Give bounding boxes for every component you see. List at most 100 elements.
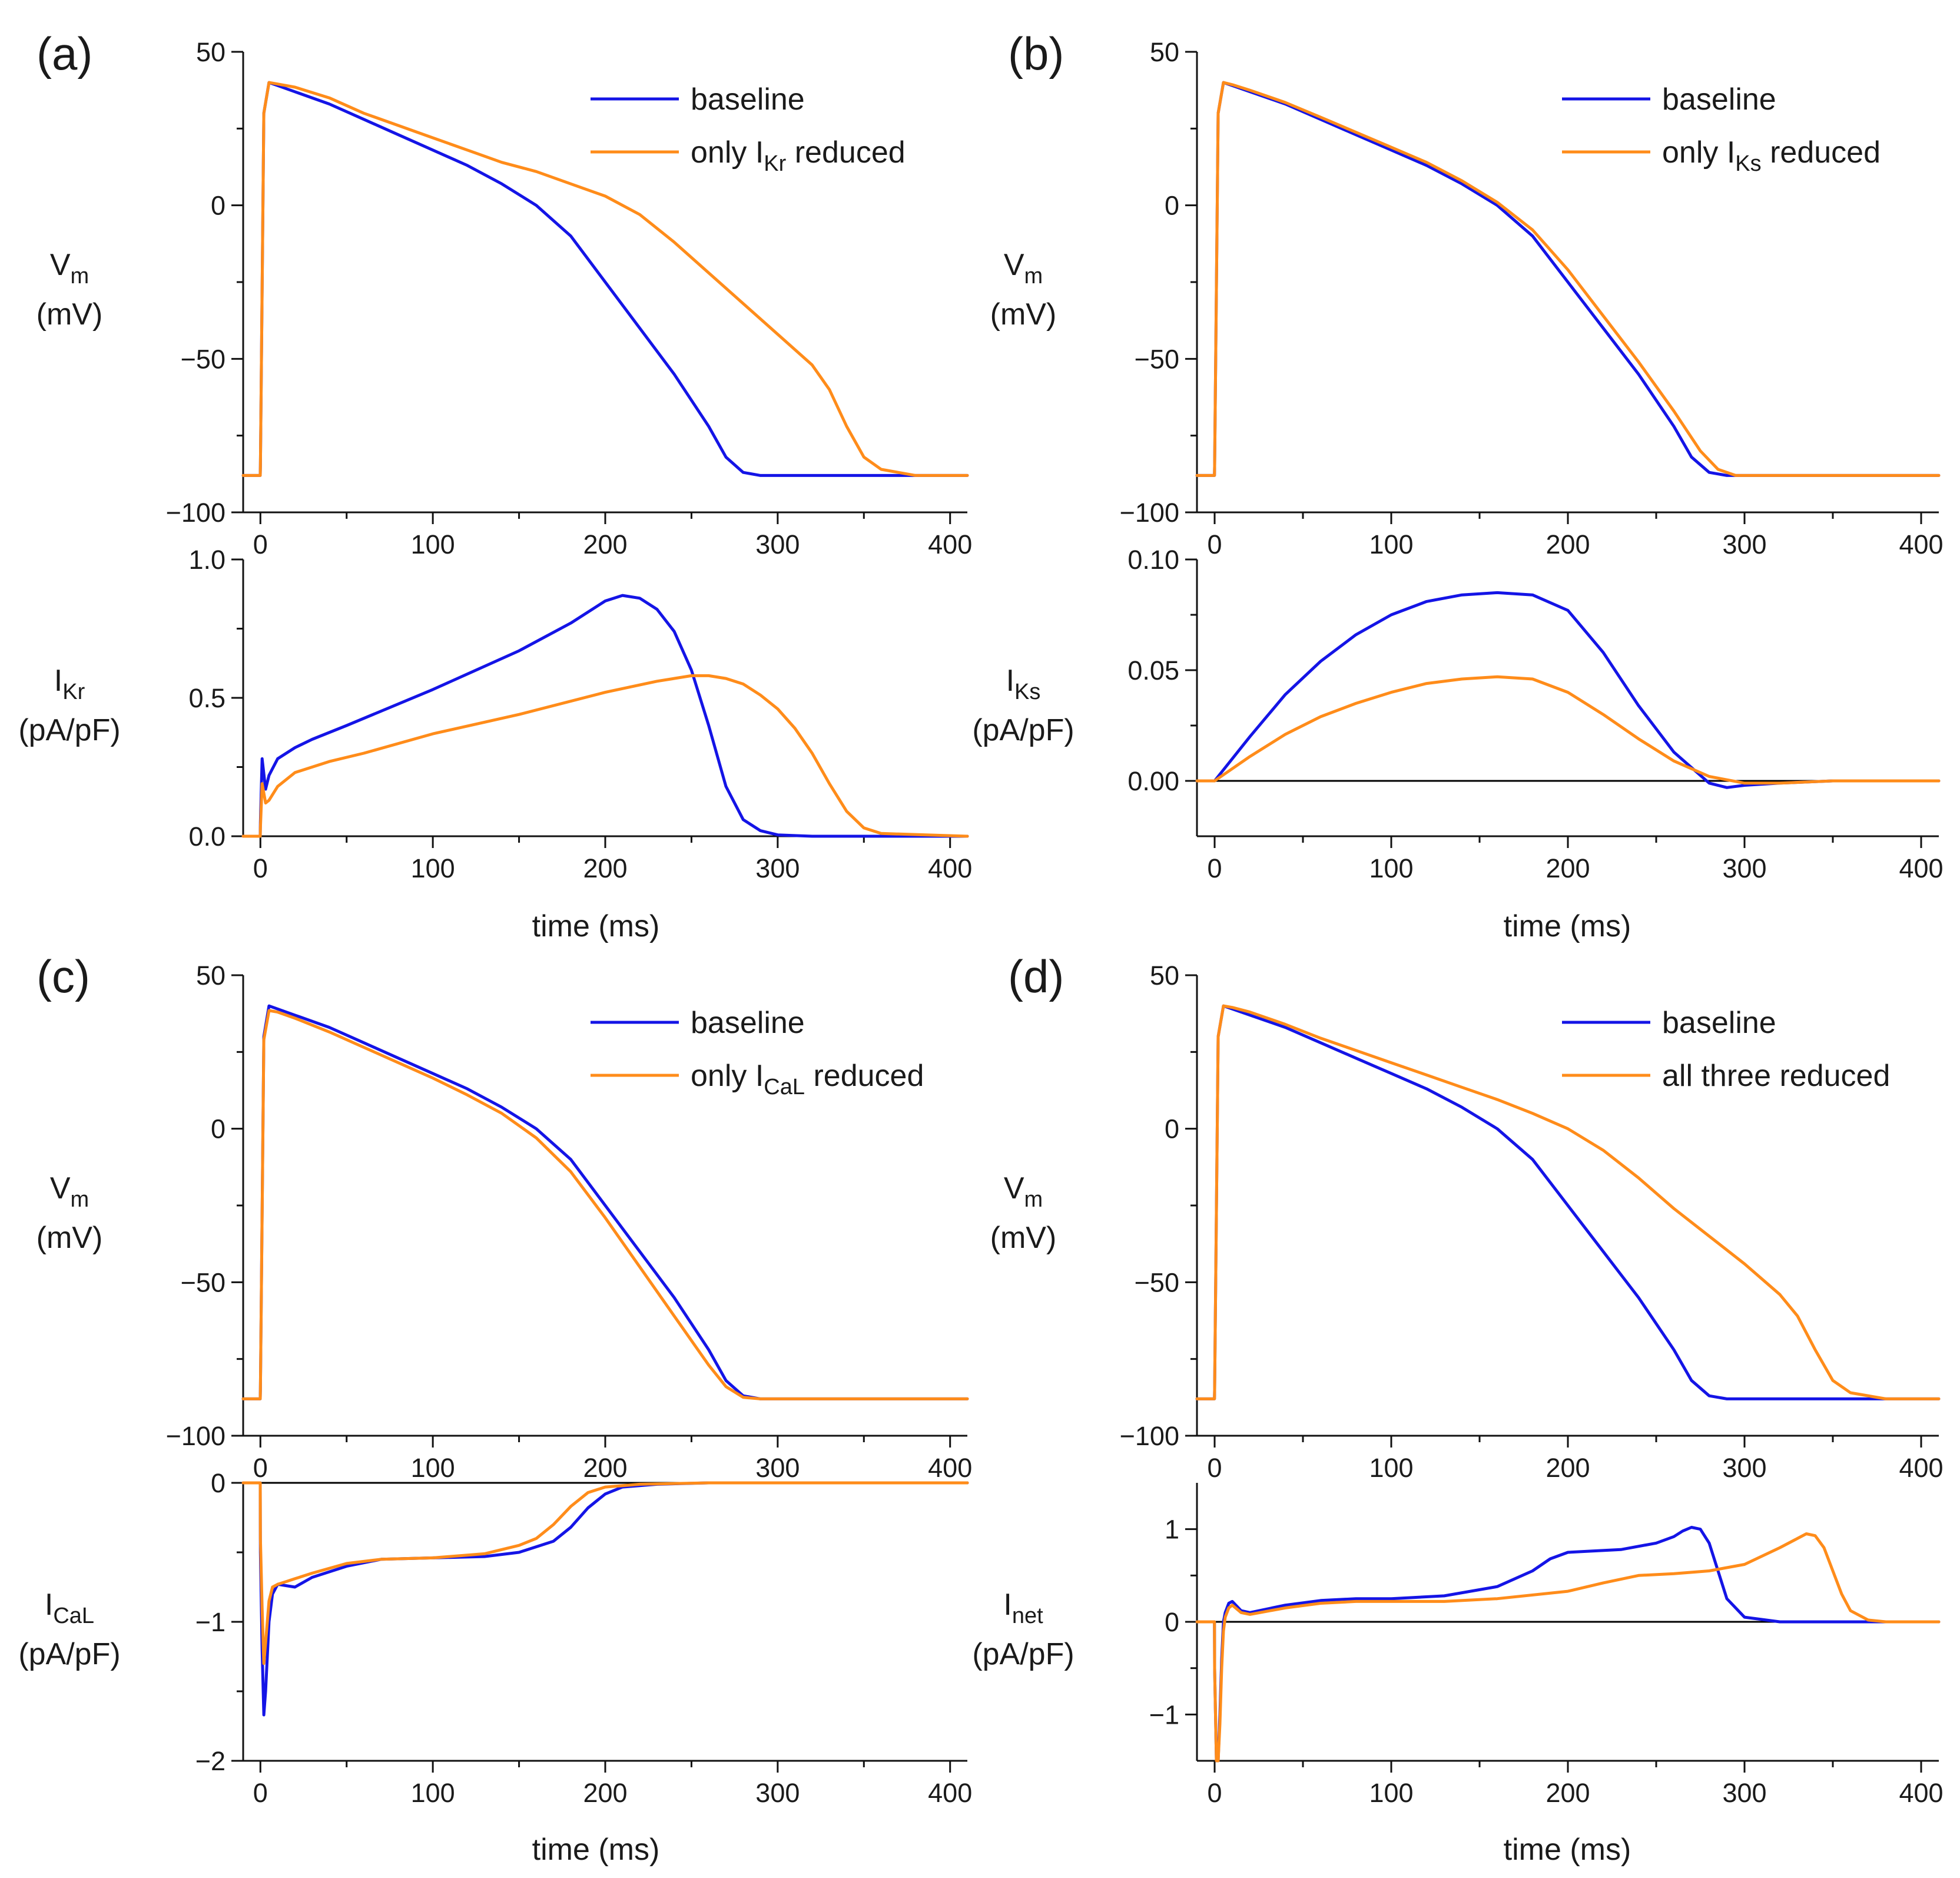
reduced-series-line (241, 1481, 969, 1665)
legend-entry: baseline (691, 1006, 805, 1040)
panel-a-time-axis-label: time (ms) (532, 909, 660, 943)
x-tick-label: 300 (755, 1778, 800, 1808)
x-tick-label: 100 (1369, 529, 1413, 559)
panel-label-b: (b) (1008, 28, 1064, 80)
y-tick-label: 50 (1150, 960, 1179, 991)
y-axis-symbol: V (1004, 1171, 1024, 1205)
y-axis-symbol: V (50, 248, 71, 282)
y-axis-title-symbol: Inet (1003, 1588, 1043, 1628)
y-axis-units: (mV) (37, 1221, 103, 1255)
x-tick-label: 0 (1207, 529, 1222, 559)
x-tick-label: 200 (583, 1778, 627, 1808)
panel-a: (a) 0 100 200 300 400500−50−100Vm(mV)baselin… (18, 28, 972, 943)
x-tick-label: 0 (1207, 853, 1222, 883)
y-tick-label: 0 (211, 191, 225, 221)
x-tick-label: 200 (583, 529, 627, 559)
x-tick-label: 200 (583, 853, 627, 883)
reduced-series-line (1195, 81, 1941, 477)
x-tick-label: 100 (411, 853, 455, 883)
y-tick-label: 0.10 (1127, 545, 1179, 575)
panel-d-voltage-plot: 0 100 200 300 400500−50−100Vm(mV)baselineall… (990, 960, 1944, 1483)
x-tick-label: 200 (1546, 529, 1590, 559)
x-tick-label: 300 (1722, 529, 1766, 559)
y-axis-subscript: net (1012, 1604, 1043, 1628)
x-tick-label: 0 (253, 1778, 268, 1808)
y-axis-symbol: I (54, 664, 62, 698)
baseline-series-line (241, 594, 969, 838)
y-tick-label: 0 (1165, 1607, 1179, 1637)
y-axis-units: (pA/pF) (972, 1637, 1074, 1671)
y-tick-label: 1 (1165, 1515, 1179, 1545)
x-tick-label: 300 (1722, 1453, 1766, 1483)
y-axis-title-symbol: IKr (54, 664, 85, 704)
x-tick-label: 200 (583, 1453, 627, 1483)
legend-text: all three reduced (1662, 1059, 1890, 1093)
x-tick-label: 100 (411, 1778, 455, 1808)
y-axis-symbol: V (50, 1171, 71, 1205)
y-tick-label: −100 (166, 1421, 225, 1451)
panel-c: (c) 0 100 200 300 400500−50−100Vm(mV)baselin… (18, 950, 972, 1867)
y-tick-label: 0.0 (188, 822, 225, 852)
x-tick-label: 400 (1899, 853, 1943, 883)
baseline-series-line (241, 1481, 969, 1717)
reduced-series-line (1195, 1004, 1941, 1400)
y-axis-subscript: CaL (53, 1604, 94, 1628)
reduced-series-line (1195, 1532, 1941, 1763)
y-tick-label: 0 (1165, 1114, 1179, 1144)
y-tick-label: −1 (195, 1607, 225, 1637)
y-tick-label: −1 (1149, 1700, 1179, 1730)
x-tick-label: 0 (253, 1453, 268, 1483)
x-tick-label: 300 (755, 853, 800, 883)
baseline-series-line (1195, 591, 1941, 789)
panel-label-a: (a) (37, 28, 92, 80)
panel-label-d: (d) (1008, 950, 1064, 1002)
y-axis-title-symbol: Vm (50, 1171, 89, 1212)
legend-subscript: Kr (764, 151, 786, 176)
legend-entry: baseline (691, 82, 805, 117)
reduced-series-line (241, 81, 969, 477)
x-tick-label: 200 (1546, 1453, 1590, 1483)
reduced-series-line (241, 1009, 969, 1400)
baseline-series-line (1195, 1526, 1941, 1763)
y-tick-label: 50 (1150, 37, 1179, 67)
x-tick-label: 300 (755, 529, 800, 559)
y-axis-symbol: V (1004, 248, 1024, 282)
y-axis-subscript: m (71, 264, 89, 289)
x-tick-label: 300 (1722, 853, 1766, 883)
x-tick-label: 400 (1899, 1453, 1943, 1483)
legend-text: baseline (691, 1006, 805, 1040)
y-tick-label: 0 (1165, 191, 1179, 221)
reduced-series-line (1195, 675, 1941, 785)
legend-entry: only IKs reduced (1662, 135, 1881, 176)
y-tick-label: −50 (181, 344, 225, 374)
reduced-series-line (241, 674, 969, 838)
legend-subscript: Ks (1735, 151, 1761, 176)
x-tick-label: 400 (928, 1778, 972, 1808)
panel-a-ikr-plot: 0 100 200 300 400 1.0 0.5 0.0 IKr (pA/pF) (18, 545, 972, 883)
y-tick-label: −50 (181, 1267, 225, 1297)
legend-text: only I (1662, 135, 1735, 170)
x-tick-label: 100 (1369, 1778, 1413, 1808)
y-axis-subscript: Kr (62, 680, 85, 704)
x-tick-label: 100 (411, 1453, 455, 1483)
y-tick-label: −100 (1120, 498, 1179, 528)
y-axis-title-symbol: Vm (50, 248, 89, 289)
panel-d-inet-plot: 0 100 200 300 400 1 0 −1 Inet (pA/pF) (972, 1483, 1944, 1808)
x-tick-label: 300 (755, 1453, 800, 1483)
x-tick-label: 100 (1369, 1453, 1413, 1483)
x-tick-label: 300 (1722, 1778, 1766, 1808)
x-tick-label: 100 (411, 529, 455, 559)
panel-d-time-axis-label: time (ms) (1504, 1833, 1631, 1867)
x-tick-label: 0 (1207, 1778, 1222, 1808)
x-tick-label: 0 (253, 529, 268, 559)
y-tick-label: 0.05 (1127, 655, 1179, 685)
legend-suffix: reduced (786, 135, 905, 170)
x-tick-label: 100 (1369, 853, 1413, 883)
y-tick-label: −50 (1135, 1267, 1179, 1297)
panel-b-iks-plot: 0 100 200 300 400 0.10 0.05 0.00 IKs (pA/pF) (972, 545, 1943, 883)
legend-text: baseline (1662, 1006, 1776, 1040)
legend-text: only I (691, 135, 764, 170)
panel-d: (d) 0 100 200 300 400500−50−100Vm(mV)baselin… (972, 950, 1943, 1867)
legend-entry: only IKr reduced (691, 135, 906, 176)
x-tick-label: 400 (928, 529, 972, 559)
